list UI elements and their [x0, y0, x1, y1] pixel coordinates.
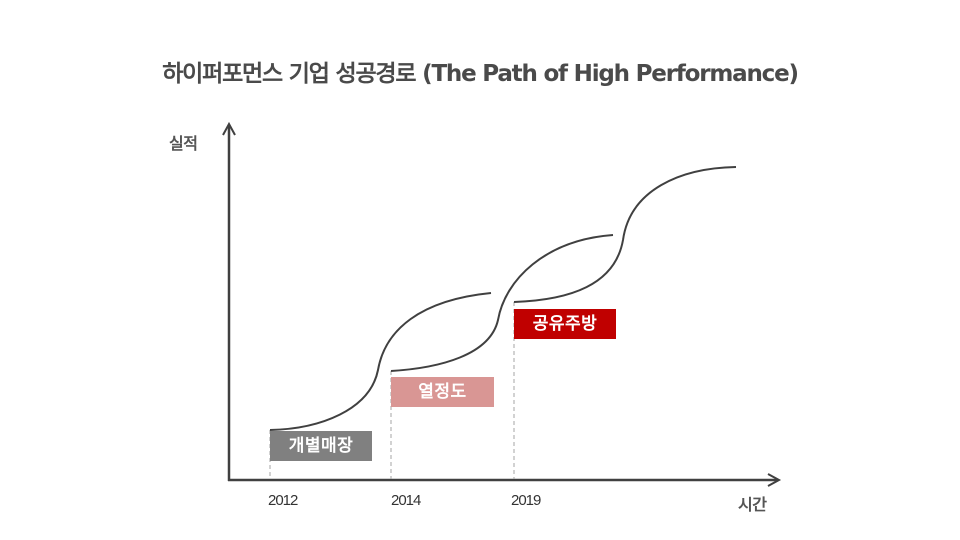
x-axis-label: 시간 — [738, 495, 767, 514]
curve-stage-1 — [269, 292, 492, 431]
x-axis — [228, 473, 782, 487]
stage-label-individual-store: 개별매장 — [270, 431, 372, 461]
stage-label-shared-kitchen: 공유주방 — [514, 309, 616, 339]
y-axis-label: 실적 — [169, 134, 198, 153]
year-label-2012: 2012 — [268, 492, 298, 509]
y-axis — [222, 121, 236, 481]
arrow-up-icon — [222, 121, 236, 136]
curve-stage-2 — [390, 234, 614, 372]
growth-curves — [269, 166, 737, 431]
curve-stage-3 — [513, 166, 737, 303]
stage-label-passion-street: 열정도 — [391, 377, 494, 407]
year-label-2014: 2014 — [391, 492, 421, 509]
page-title: 하이퍼포먼스 기업 성공경로 (The Path of High Perform… — [162, 61, 799, 87]
year-label-2019: 2019 — [511, 492, 541, 509]
arrow-right-icon — [767, 473, 782, 487]
